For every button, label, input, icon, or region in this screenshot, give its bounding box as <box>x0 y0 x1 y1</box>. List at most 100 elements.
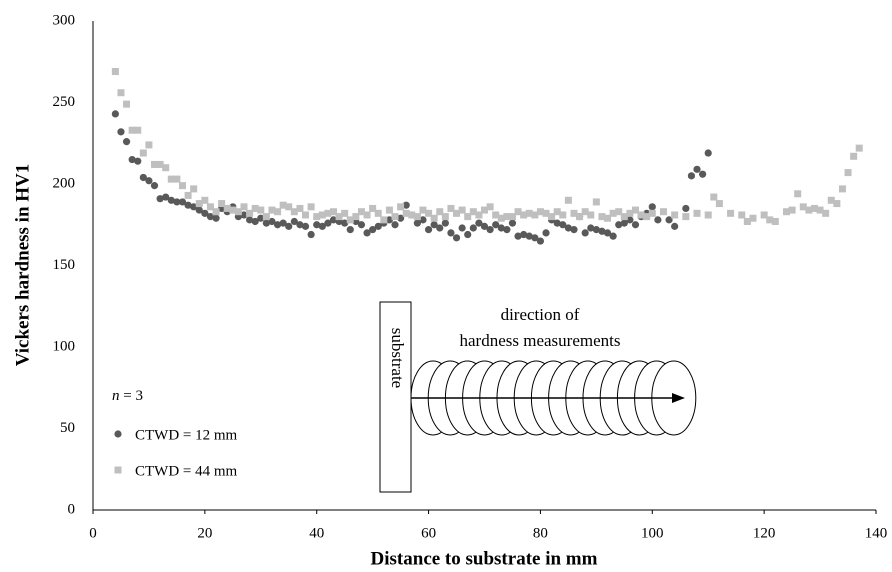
point <box>844 169 852 177</box>
point <box>128 126 136 134</box>
point <box>139 149 147 157</box>
annotation: n = 3 <box>112 388 143 404</box>
legend-label: CTWD = 12 mm <box>135 427 238 443</box>
point <box>699 170 707 178</box>
point <box>788 206 796 214</box>
point <box>452 234 461 242</box>
point <box>687 172 696 180</box>
point <box>234 208 242 216</box>
y-tick-label: 150 <box>53 257 76 273</box>
point <box>346 216 354 224</box>
point <box>111 68 119 76</box>
point <box>615 221 623 229</box>
point <box>341 209 349 217</box>
x-axis-title: Distance to substrate in mm <box>371 548 598 569</box>
point <box>257 206 265 214</box>
point <box>307 230 315 239</box>
point <box>850 152 858 160</box>
point <box>587 211 595 219</box>
point <box>357 208 365 216</box>
point <box>139 173 147 182</box>
point <box>178 182 186 190</box>
point <box>626 209 634 217</box>
substrate-label: substrate <box>388 328 407 388</box>
point <box>324 209 332 217</box>
point <box>251 204 259 212</box>
point <box>268 217 276 226</box>
point <box>318 211 326 219</box>
y-axis-title: Vickers hardness in HV1 <box>12 164 33 367</box>
point <box>508 219 517 227</box>
y-tick-label: 300 <box>53 12 76 28</box>
point <box>413 213 421 221</box>
point <box>391 213 399 221</box>
point <box>682 213 690 221</box>
x-tick-label: 0 <box>89 525 97 541</box>
point <box>184 201 192 209</box>
point <box>559 221 567 229</box>
x-tick-label: 100 <box>641 525 664 541</box>
point <box>525 232 533 240</box>
point <box>369 226 377 234</box>
x-tick-label: 20 <box>197 525 212 541</box>
point <box>296 221 304 229</box>
point <box>391 221 399 229</box>
point <box>173 198 181 206</box>
point <box>682 204 690 213</box>
point <box>648 209 656 217</box>
substrate-block <box>379 301 412 493</box>
point <box>598 227 606 235</box>
point <box>503 213 511 221</box>
point <box>715 200 723 208</box>
point <box>296 204 304 212</box>
point <box>397 214 405 222</box>
point <box>374 222 382 230</box>
point <box>855 144 863 152</box>
point <box>727 209 735 217</box>
point <box>419 216 427 224</box>
point <box>167 196 175 204</box>
point <box>397 203 405 211</box>
point <box>274 208 282 216</box>
point <box>799 203 807 211</box>
point <box>246 209 254 217</box>
point <box>363 229 371 237</box>
point <box>665 216 673 224</box>
point <box>385 206 393 214</box>
point <box>313 213 321 221</box>
point <box>279 201 287 209</box>
point <box>581 208 589 216</box>
point <box>805 206 813 214</box>
point <box>514 208 522 216</box>
point <box>374 209 382 217</box>
point <box>553 208 561 216</box>
point <box>838 185 846 193</box>
point <box>352 213 360 221</box>
point <box>508 213 516 221</box>
point <box>643 213 651 221</box>
point <box>380 216 388 224</box>
point <box>302 211 310 219</box>
point <box>604 214 612 222</box>
point <box>262 213 270 221</box>
point <box>743 217 751 225</box>
point <box>576 213 584 221</box>
point <box>329 216 338 224</box>
point <box>637 211 645 219</box>
point <box>122 138 131 146</box>
point <box>447 204 455 212</box>
point <box>262 219 270 227</box>
point <box>190 203 198 211</box>
point <box>548 213 556 221</box>
point <box>486 203 494 211</box>
point <box>430 214 438 222</box>
point <box>324 219 332 227</box>
y-tick-label: 200 <box>53 175 76 191</box>
point <box>581 229 589 237</box>
point <box>385 216 394 224</box>
legend-marker <box>114 430 122 438</box>
point <box>134 126 142 134</box>
point <box>402 209 410 217</box>
point <box>693 165 701 173</box>
